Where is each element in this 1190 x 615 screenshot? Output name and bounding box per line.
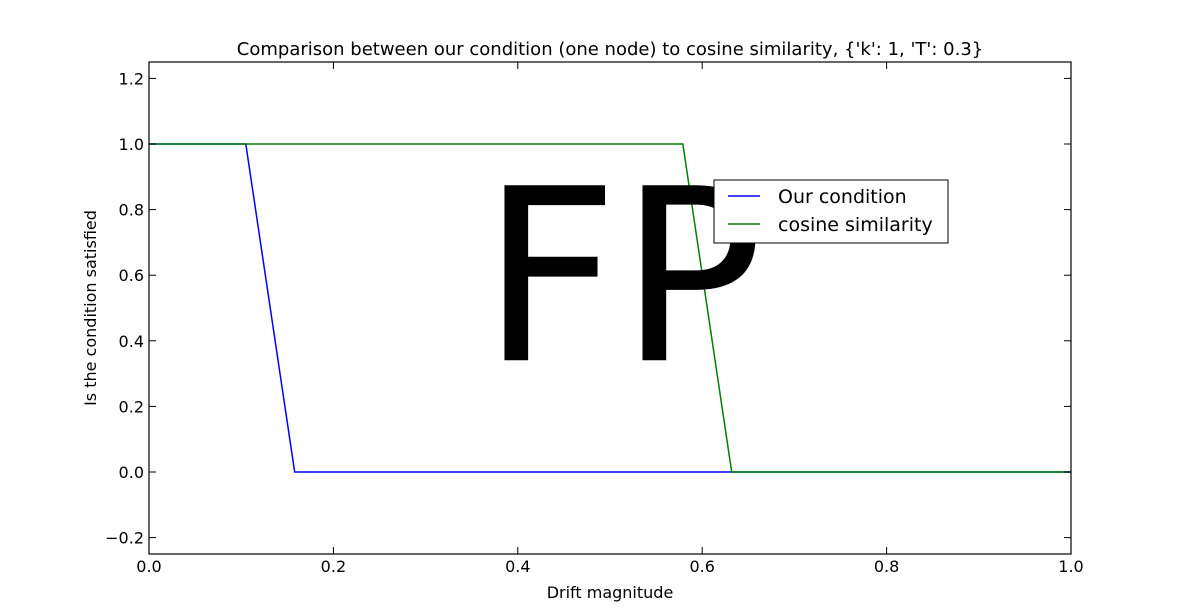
x-tick-label: 0.2 bbox=[321, 557, 346, 576]
y-tick-label: 0.6 bbox=[119, 266, 144, 285]
x-tick-label: 0.4 bbox=[505, 557, 530, 576]
y-tick-label: 0.4 bbox=[119, 332, 144, 351]
x-tick-label: 0.6 bbox=[689, 557, 714, 576]
legend-box bbox=[713, 179, 949, 244]
annotation-text: FP bbox=[481, 137, 764, 417]
x-tick-label: 0.0 bbox=[136, 557, 161, 576]
legend-label-1: cosine similarity bbox=[778, 214, 933, 236]
x-axis-label: Drift magnitude bbox=[547, 583, 674, 602]
chart-title: Comparison between our condition (one no… bbox=[237, 39, 983, 60]
y-tick-label: 0.8 bbox=[119, 201, 144, 220]
series-line-1 bbox=[149, 143, 1071, 473]
y-tick-label: −0.2 bbox=[105, 529, 144, 548]
legend: Our condition cosine similarity bbox=[713, 179, 949, 244]
y-axis-label: Is the condition satisfied bbox=[81, 210, 100, 406]
y-tick-label: 0.2 bbox=[119, 397, 144, 416]
y-tick-label: 0.0 bbox=[119, 463, 144, 482]
y-tick-label: 1.2 bbox=[119, 69, 144, 88]
x-tick-label: 0.8 bbox=[874, 557, 899, 576]
legend-label-0: Our condition bbox=[778, 186, 907, 208]
x-tick-label: 1.0 bbox=[1058, 557, 1083, 576]
plot-area: FP 0.0 0.2 0.4 0.6 0.8 1.0 −0.2 0.0 0.2 0.4 0.6 0.8 1… bbox=[105, 61, 1084, 576]
axes-frame bbox=[148, 61, 1072, 555]
y-tick-label: 1.0 bbox=[119, 135, 144, 154]
